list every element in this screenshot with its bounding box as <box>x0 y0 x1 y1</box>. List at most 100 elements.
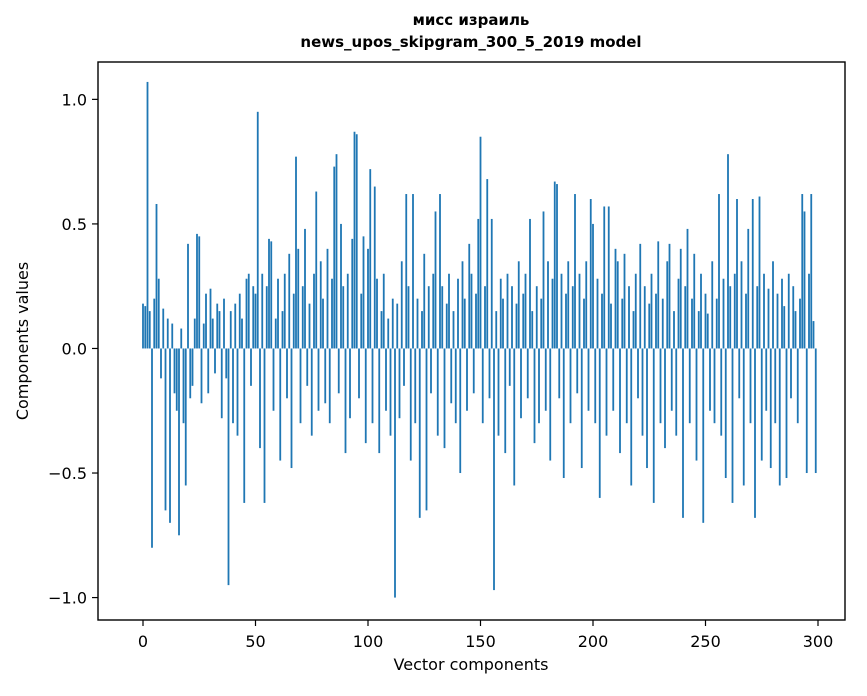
bar <box>668 243 671 349</box>
bar <box>259 348 261 449</box>
bar <box>524 273 527 349</box>
bar <box>166 318 169 349</box>
bar <box>211 318 214 349</box>
bar <box>531 311 534 349</box>
bar <box>400 261 403 349</box>
bar <box>693 253 696 349</box>
bar <box>754 348 756 518</box>
bar <box>461 261 464 349</box>
bar <box>481 348 484 424</box>
bar <box>736 199 738 349</box>
bar <box>522 293 525 349</box>
bar <box>702 348 705 523</box>
bars-group <box>142 81 817 598</box>
bar <box>319 261 322 349</box>
axes-spines <box>97 61 846 621</box>
bar <box>607 206 610 349</box>
bar <box>556 184 558 349</box>
bar <box>160 348 162 379</box>
bar <box>785 348 788 479</box>
bar <box>565 293 567 349</box>
bar <box>619 348 621 454</box>
bar <box>450 348 453 404</box>
bar <box>387 318 390 349</box>
x-tick-label: 300 <box>803 632 834 651</box>
bar <box>796 348 799 424</box>
bar <box>718 194 720 349</box>
bar <box>515 303 518 349</box>
bar <box>364 348 367 444</box>
bar <box>630 348 633 486</box>
bar <box>560 273 563 349</box>
bar <box>504 348 507 454</box>
bar <box>502 298 504 349</box>
bar <box>605 348 608 436</box>
bar <box>553 181 556 349</box>
bar <box>358 348 360 399</box>
bar <box>432 273 435 349</box>
bar <box>412 194 414 349</box>
bar <box>628 286 630 349</box>
bar <box>425 348 428 511</box>
bar <box>598 348 601 498</box>
bar <box>151 348 153 548</box>
bar <box>416 298 419 349</box>
bar <box>243 348 246 503</box>
bar <box>540 298 543 349</box>
bar <box>180 328 183 349</box>
bar <box>558 348 561 399</box>
bar <box>711 261 714 349</box>
bar <box>299 348 302 424</box>
bar <box>317 348 320 411</box>
bar <box>652 348 655 503</box>
bar <box>529 218 531 349</box>
bar <box>751 199 754 349</box>
bar <box>670 348 673 411</box>
bar <box>173 348 176 394</box>
x-tick-label: 50 <box>245 632 265 651</box>
bar <box>526 348 529 399</box>
bar <box>286 348 288 399</box>
bar <box>747 228 750 349</box>
bar <box>454 348 457 424</box>
bar <box>430 348 432 394</box>
bar <box>272 348 275 411</box>
bar <box>355 134 358 349</box>
bar <box>409 348 412 461</box>
bar <box>585 261 588 349</box>
bar <box>200 348 203 404</box>
bar <box>677 278 680 349</box>
bar <box>805 348 808 474</box>
bar <box>544 348 547 411</box>
bar <box>470 273 473 349</box>
bar <box>506 273 509 349</box>
bar <box>709 348 711 411</box>
bar <box>468 243 471 349</box>
bar <box>724 348 727 479</box>
bar <box>704 293 707 349</box>
bar <box>274 318 277 349</box>
bar <box>162 308 165 349</box>
bar <box>256 111 259 349</box>
bar <box>731 348 734 503</box>
bar <box>801 194 804 349</box>
x-tick-label: 0 <box>138 632 148 651</box>
bar <box>391 298 394 349</box>
bar <box>238 293 241 349</box>
bar <box>308 303 311 349</box>
bar <box>252 286 255 349</box>
bar <box>763 273 765 349</box>
bar <box>594 348 597 424</box>
bar <box>407 286 410 349</box>
bar <box>472 348 475 394</box>
bar <box>776 293 779 349</box>
bar <box>623 253 626 349</box>
bar <box>664 348 666 449</box>
bar <box>220 348 223 419</box>
bar <box>493 348 495 591</box>
x-tick-label: 100 <box>353 632 384 651</box>
bar <box>288 253 291 349</box>
bar <box>184 348 187 486</box>
bar <box>229 311 232 349</box>
bar <box>715 298 718 349</box>
